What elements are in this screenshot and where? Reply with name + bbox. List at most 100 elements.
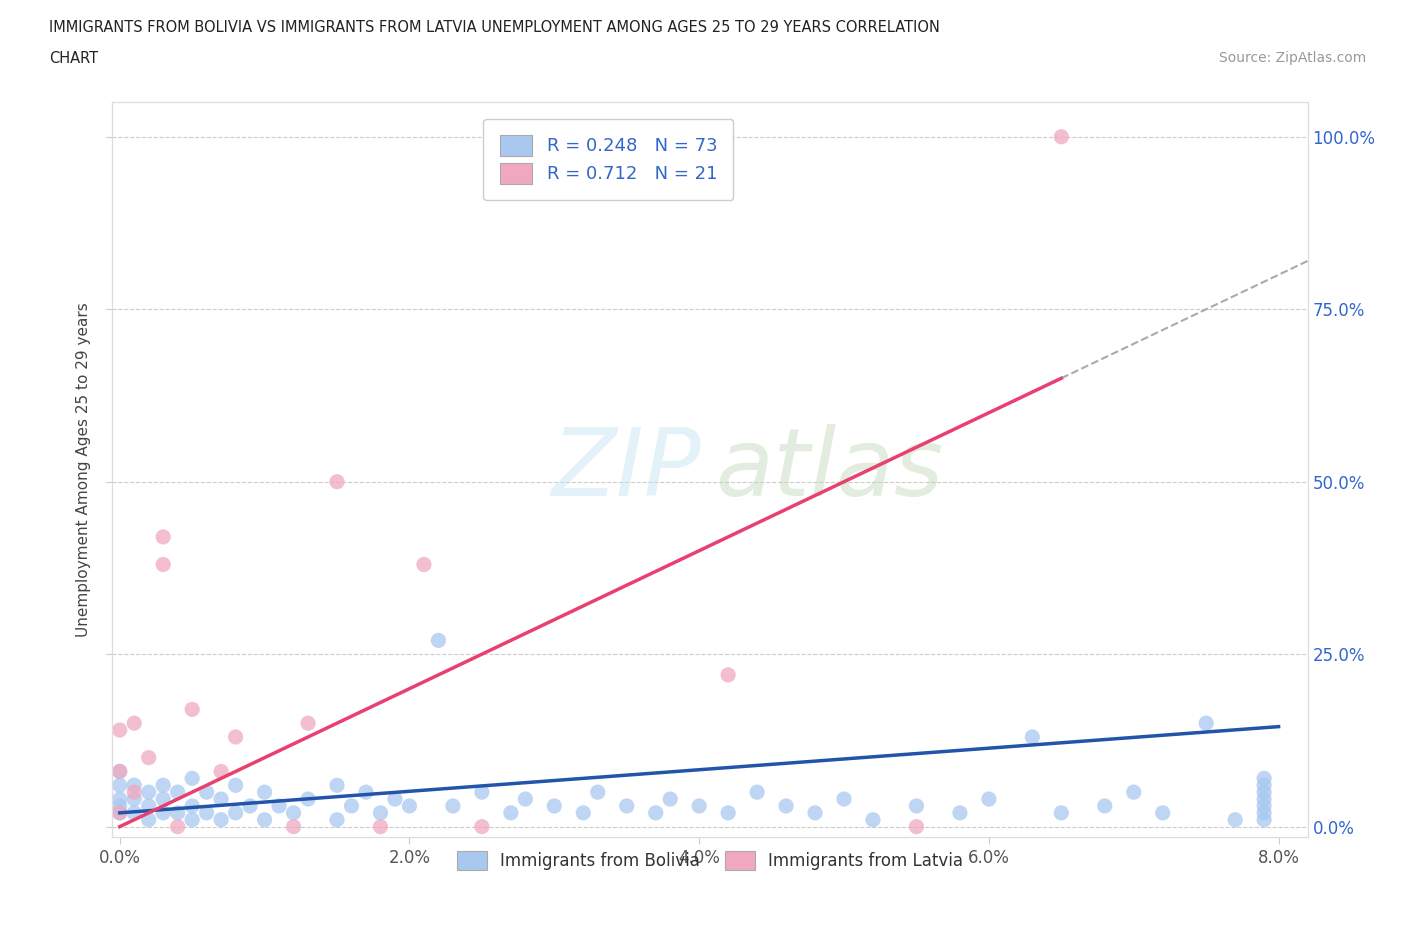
Point (1253, 777, 1275, 792)
Point (1253, 812, 1275, 827)
Point (166, 819, 188, 834)
Point (1094, 799, 1116, 814)
Point (977, 791, 1000, 806)
Point (152, 529, 174, 544)
Point (616, 799, 638, 814)
Point (122, 805, 145, 820)
Point (283, 819, 305, 834)
Point (152, 777, 174, 792)
Point (543, 799, 565, 814)
Point (1050, 805, 1073, 820)
Point (1253, 805, 1275, 820)
Point (1253, 771, 1275, 786)
Point (267, 799, 290, 814)
Point (253, 812, 276, 827)
Point (181, 799, 204, 814)
Point (122, 716, 145, 731)
Point (209, 764, 232, 779)
Point (1253, 785, 1275, 800)
Point (717, 805, 740, 820)
Point (122, 785, 145, 800)
Text: atlas: atlas (716, 424, 943, 515)
Legend: Immigrants from Bolivia, Immigrants from Latvia: Immigrants from Bolivia, Immigrants from… (443, 838, 977, 884)
Point (326, 812, 349, 827)
Point (239, 799, 262, 814)
Point (225, 729, 247, 744)
Point (775, 799, 797, 814)
Point (905, 799, 928, 814)
Point (152, 791, 174, 806)
Point (152, 805, 174, 820)
Point (181, 812, 204, 827)
Point (108, 777, 131, 792)
Point (209, 812, 232, 827)
Point (832, 791, 855, 806)
Point (122, 791, 145, 806)
Point (688, 799, 710, 814)
Point (1253, 799, 1275, 814)
Point (283, 805, 305, 820)
Point (441, 799, 464, 814)
Point (398, 799, 420, 814)
Point (166, 805, 188, 820)
Point (138, 799, 160, 814)
Point (354, 785, 377, 800)
Point (586, 785, 609, 800)
Text: CHART: CHART (49, 51, 98, 66)
Point (181, 771, 204, 786)
Point (804, 805, 827, 820)
Point (195, 805, 218, 820)
Point (138, 751, 160, 765)
Point (108, 764, 131, 779)
Point (499, 805, 522, 820)
Point (138, 785, 160, 800)
Point (471, 819, 494, 834)
Point (515, 791, 537, 806)
Point (108, 723, 131, 737)
Point (297, 716, 319, 731)
Point (225, 777, 247, 792)
Point (108, 805, 131, 820)
Y-axis label: Unemployment Among Ages 25 to 29 years: Unemployment Among Ages 25 to 29 years (76, 302, 91, 637)
Point (108, 799, 131, 814)
Point (572, 805, 595, 820)
Text: ZIP: ZIP (551, 424, 702, 515)
Text: Source: ZipAtlas.com: Source: ZipAtlas.com (1219, 51, 1367, 65)
Point (253, 785, 276, 800)
Point (108, 791, 131, 806)
Point (1152, 805, 1174, 820)
Point (1050, 129, 1073, 144)
Point (122, 777, 145, 792)
Point (659, 791, 682, 806)
Point (340, 799, 363, 814)
Point (905, 819, 928, 834)
Point (471, 785, 494, 800)
Point (108, 764, 131, 779)
Point (181, 702, 204, 717)
Point (1223, 812, 1246, 827)
Point (326, 474, 349, 489)
Point (370, 819, 392, 834)
Point (370, 805, 392, 820)
Point (209, 791, 232, 806)
Point (644, 805, 666, 820)
Point (195, 785, 218, 800)
Point (427, 633, 450, 648)
Point (745, 785, 768, 800)
Point (1253, 791, 1275, 806)
Point (152, 557, 174, 572)
Point (862, 812, 884, 827)
Point (138, 812, 160, 827)
Point (949, 805, 972, 820)
Text: IMMIGRANTS FROM BOLIVIA VS IMMIGRANTS FROM LATVIA UNEMPLOYMENT AMONG AGES 25 TO : IMMIGRANTS FROM BOLIVIA VS IMMIGRANTS FR… (49, 20, 941, 35)
Point (108, 805, 131, 820)
Point (1021, 729, 1043, 744)
Point (717, 668, 740, 683)
Point (413, 557, 436, 572)
Point (1195, 716, 1218, 731)
Point (384, 791, 406, 806)
Point (326, 777, 349, 792)
Point (166, 785, 188, 800)
Point (297, 791, 319, 806)
Point (225, 805, 247, 820)
